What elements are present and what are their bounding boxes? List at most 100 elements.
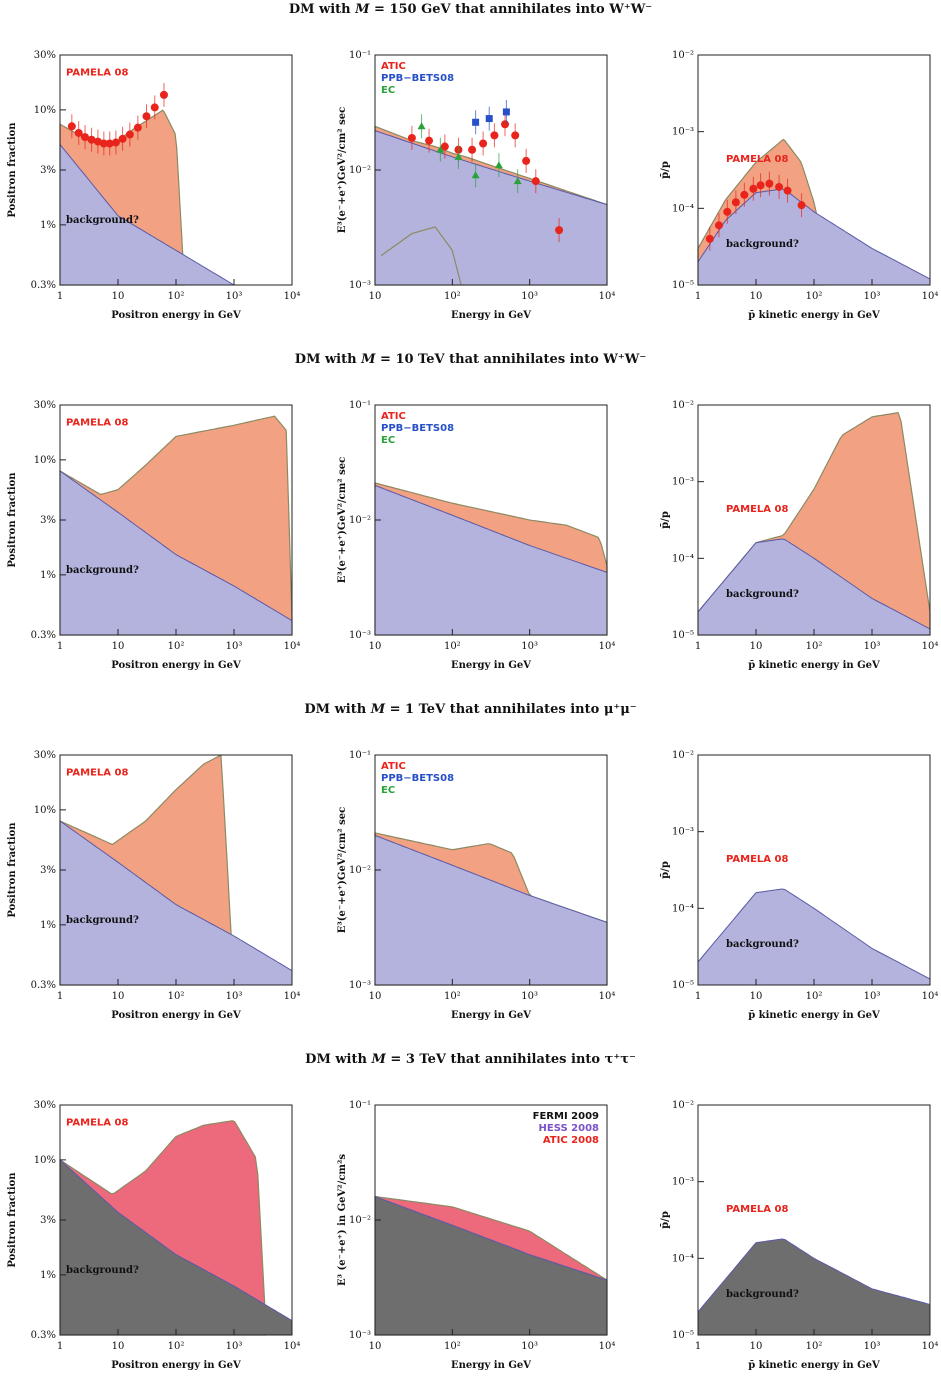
- y-tick-label: 3%: [40, 1215, 56, 1226]
- y-axis-label: E³(e⁻+e⁺)GeV²/cm² sec: [337, 457, 348, 583]
- y-tick-label: 0.3%: [31, 280, 56, 291]
- y-tick-label: 10⁻⁵: [672, 1330, 694, 1341]
- pamela-point: [99, 139, 108, 148]
- x-axis-label: Positron energy in GeV: [111, 1010, 241, 1021]
- y-tick-label: 10⁻⁵: [672, 280, 694, 291]
- x-tick-label: 10: [369, 291, 382, 302]
- x-tick-label: 10³: [226, 641, 243, 652]
- y-tick-label: 10⁻⁴: [672, 903, 694, 914]
- x-tick-label: 10²: [806, 1341, 823, 1352]
- background-area: [374, 129, 608, 286]
- x-tick-label: 10²: [806, 291, 823, 302]
- x-tick-label: 10²: [168, 1341, 185, 1352]
- pamela-label: PAMELA 08: [66, 767, 128, 778]
- y-axis-label: p̄/p: [660, 1211, 671, 1229]
- y-tick-label: 10⁻¹: [349, 1100, 371, 1111]
- x-tick-label: 10: [369, 991, 382, 1002]
- y-tick-label: 10⁻³: [672, 477, 694, 488]
- y-tick-label: 10⁻²: [349, 165, 371, 176]
- pamela-point: [87, 135, 96, 144]
- y-tick-label: 10⁻⁵: [672, 630, 694, 641]
- legend-entry: EC: [381, 85, 395, 96]
- row-4-title: DM with M = 3 TeV that annihilates into …: [305, 1052, 636, 1067]
- ec-point: [454, 152, 463, 160]
- y-axis-label: Positron fraction: [7, 122, 18, 218]
- y-tick-label: 1%: [40, 1270, 56, 1281]
- y-tick-label: 10⁻²: [672, 750, 694, 761]
- pamela-point: [749, 184, 758, 193]
- ec-point: [513, 177, 522, 185]
- y-tick-label: 30%: [34, 1100, 56, 1111]
- x-tick-label: 10³: [226, 1341, 243, 1352]
- row-1-title: DM with M = 150 GeV that annihilates int…: [288, 2, 653, 17]
- atic-point: [511, 131, 520, 140]
- atic-point: [440, 142, 449, 151]
- background-area: [59, 470, 293, 636]
- pamela-point: [765, 179, 774, 188]
- x-axis-label: Positron energy in GeV: [111, 310, 241, 321]
- y-tick-label: 1%: [40, 920, 56, 931]
- x-axis-label: Positron energy in GeV: [111, 660, 241, 671]
- x-axis-label: Energy in GeV: [451, 1010, 531, 1021]
- atic-point: [407, 133, 416, 142]
- chart-row4-antiproton: 1 10 10² 10³ 10⁴ 10⁻⁵ 10⁻⁴ 10⁻³ 10⁻² p̄ kinetic e…: [660, 1100, 938, 1371]
- x-tick-label: 10: [369, 641, 382, 652]
- row-3-title: DM with M = 1 TeV that annihilates into …: [304, 702, 637, 717]
- x-tick-label: 10⁴: [284, 1341, 301, 1352]
- background-area: [374, 834, 608, 986]
- atic-point: [490, 131, 499, 140]
- ec-point: [494, 161, 503, 169]
- legend-entry: EC: [381, 435, 395, 446]
- pamela-point: [756, 181, 765, 190]
- pamela-point: [105, 139, 114, 148]
- pamela-point: [731, 198, 740, 207]
- y-tick-label: 10⁻³: [349, 630, 371, 641]
- x-tick-label: 1: [57, 991, 63, 1002]
- pamela-point: [125, 130, 134, 139]
- pamela-point: [142, 112, 151, 121]
- x-tick-label: 10: [112, 291, 125, 302]
- x-tick-label: 1: [695, 1341, 701, 1352]
- pamela-label: PAMELA 08: [66, 67, 128, 78]
- background-label: background?: [66, 215, 139, 226]
- y-tick-label: 10⁻³: [672, 827, 694, 838]
- pamela-point: [118, 134, 127, 143]
- background-label: background?: [66, 915, 139, 926]
- dm-component-curve: [380, 226, 462, 286]
- x-tick-label: 10⁴: [599, 991, 616, 1002]
- background-label: background?: [726, 1289, 799, 1300]
- y-tick-label: 10⁻²: [672, 400, 694, 411]
- y-axis-label: Positron fraction: [7, 822, 18, 918]
- background-area: [697, 1238, 931, 1336]
- x-tick-label: 10: [369, 1341, 382, 1352]
- pamela-point: [714, 221, 723, 230]
- y-axis-label: p̄/p: [660, 511, 671, 529]
- x-tick-label: 10²: [168, 991, 185, 1002]
- pamela-label: PAMELA 08: [66, 417, 128, 428]
- ec-point: [417, 122, 426, 130]
- y-tick-label: 10⁻⁴: [672, 203, 694, 214]
- pamela-label: PAMELA 08: [66, 1117, 128, 1128]
- pamela-point: [775, 182, 784, 191]
- legend-entry: FERMI 2009: [533, 1111, 599, 1122]
- x-axis-label: Energy in GeV: [451, 310, 531, 321]
- legend-entry: ATIC: [381, 411, 406, 422]
- background-area: [697, 188, 931, 286]
- atic-point: [468, 145, 477, 154]
- pamela-point: [74, 128, 83, 137]
- y-tick-label: 0.3%: [31, 630, 56, 641]
- y-tick-label: 0.3%: [31, 1330, 56, 1341]
- x-tick-label: 10²: [168, 641, 185, 652]
- y-tick-label: 1%: [40, 220, 56, 231]
- ppb-bets08-point: [502, 108, 510, 116]
- chart-row1-antiproton: 1 10 10² 10³ 10⁴ 10⁻⁵ 10⁻⁴ 10⁻³ 10⁻² p̄ kinetic e…: [660, 50, 938, 321]
- y-tick-label: 10%: [34, 105, 56, 116]
- y-tick-label: 10⁻³: [349, 280, 371, 291]
- pamela-point: [81, 133, 90, 142]
- x-tick-label: 10²: [806, 641, 823, 652]
- x-tick-label: 10³: [521, 291, 538, 302]
- atic-point: [479, 139, 488, 148]
- x-tick-label: 1: [57, 291, 63, 302]
- pamela-label: PAMELA 08: [726, 1204, 788, 1215]
- legend-entry: ATIC: [381, 61, 406, 72]
